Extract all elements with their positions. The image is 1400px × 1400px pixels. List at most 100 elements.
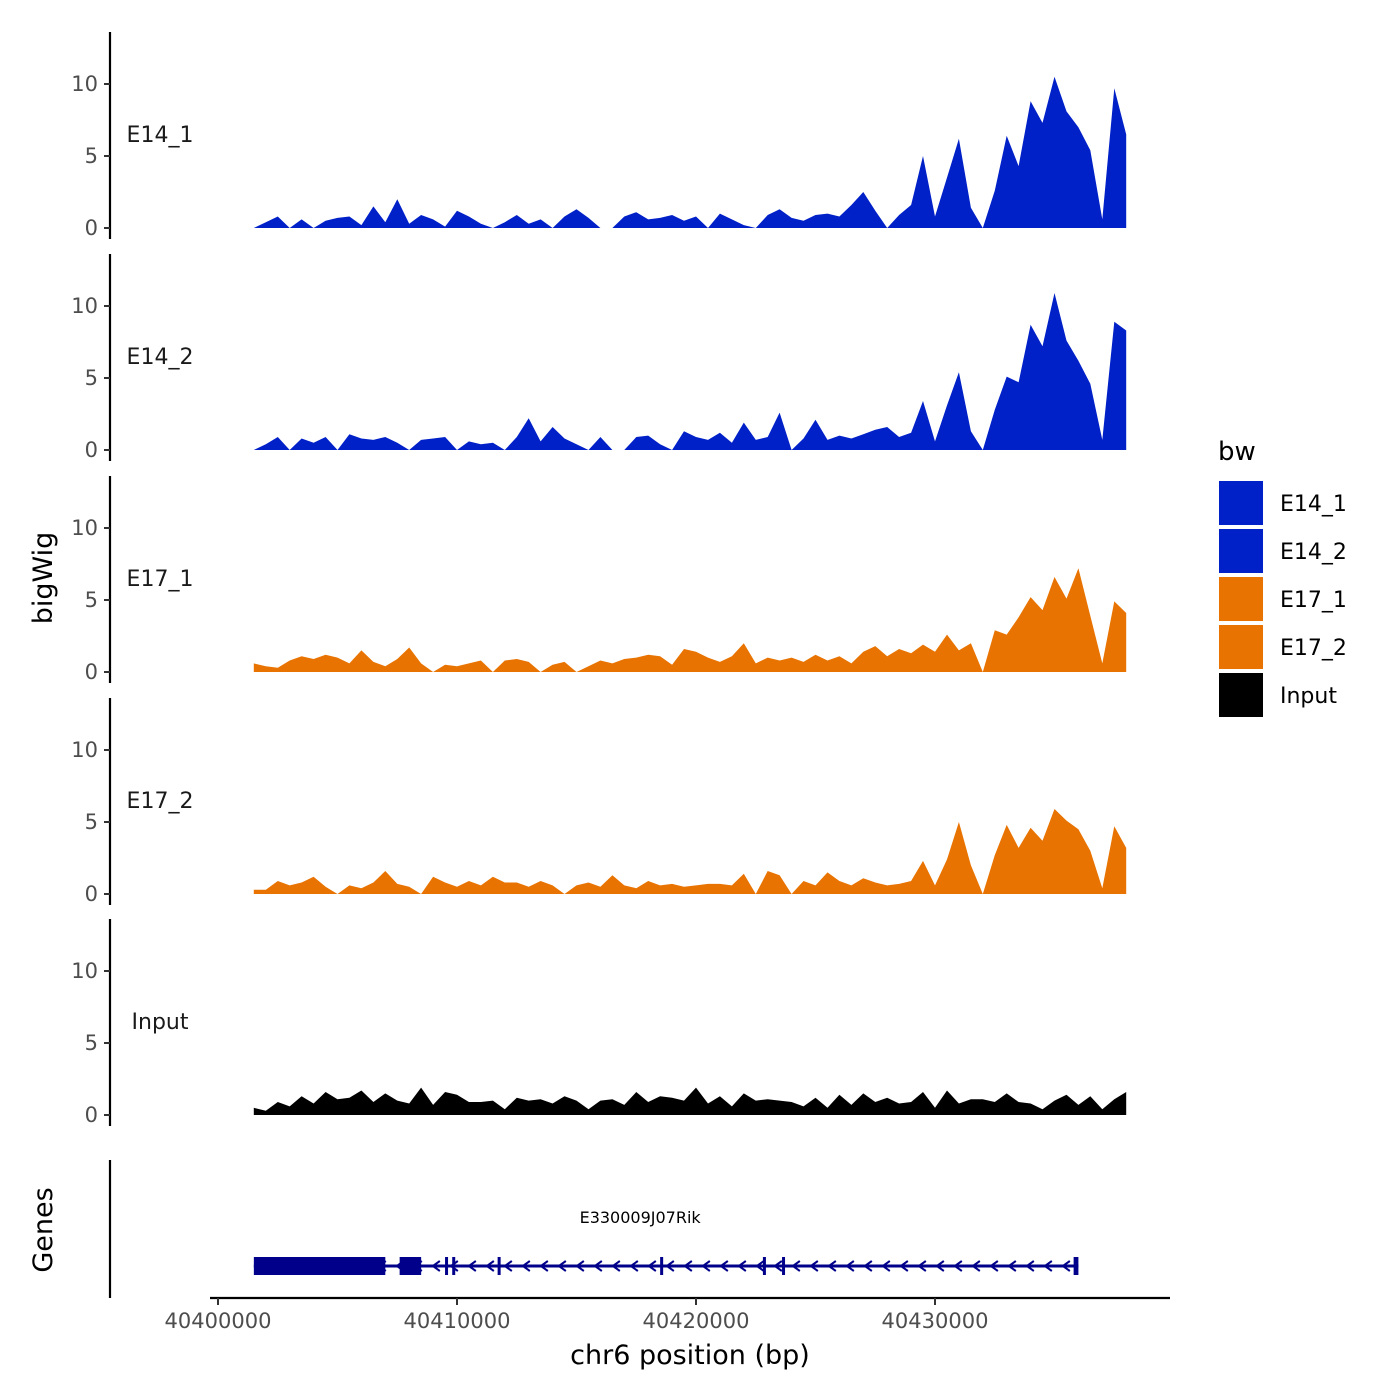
legend-swatch-e17-2 <box>1217 623 1265 671</box>
strand-arrow <box>701 1260 711 1272</box>
strand-arrow <box>1025 1260 1035 1272</box>
gene-exon <box>452 1257 456 1275</box>
strand-arrow <box>467 1260 477 1272</box>
gene-exon <box>1073 1257 1079 1275</box>
gene-exon <box>399 1257 422 1275</box>
x-tick-label: 40400000 <box>165 1309 272 1333</box>
signal-area-input <box>253 1087 1127 1115</box>
x-tick-label: 40420000 <box>643 1309 750 1333</box>
strand-arrow <box>899 1260 909 1272</box>
strand-arrow <box>485 1260 495 1272</box>
x-tick-label: 40430000 <box>882 1309 989 1333</box>
strand-arrow <box>575 1260 585 1272</box>
y-tick-label: 0 <box>85 882 98 906</box>
signal-area-e17-2 <box>253 809 1127 894</box>
legend-swatch-e14-2 <box>1217 527 1265 575</box>
legend-swatch-e14-1 <box>1217 479 1265 527</box>
strand-arrow <box>791 1260 801 1272</box>
legend-label: E14_1 <box>1280 492 1347 517</box>
legend-label: E17_1 <box>1280 588 1347 613</box>
y-tick-label: 5 <box>85 366 98 390</box>
track-e14-2: 0 5 10 E14_2 <box>71 254 1127 462</box>
y-tick-label: 0 <box>85 438 98 462</box>
strand-arrow <box>647 1260 657 1272</box>
strand-arrow <box>431 1260 441 1272</box>
strand-arrow <box>971 1260 981 1272</box>
strand-arrow <box>539 1260 549 1272</box>
track-input: 0 5 10 Input <box>71 919 1127 1127</box>
y-axis-title: bigWig <box>28 532 59 625</box>
strand-arrow <box>881 1260 891 1272</box>
strand-arrow <box>809 1260 819 1272</box>
strand-arrow <box>737 1260 747 1272</box>
strand-arrow <box>449 1260 459 1272</box>
y-tick-label: 0 <box>85 216 98 240</box>
legend-swatch-input <box>1217 671 1265 719</box>
strand-arrow <box>521 1260 531 1272</box>
legend-swatch-e17-1 <box>1217 575 1265 623</box>
strand-arrow <box>503 1260 513 1272</box>
y-tick-label: 0 <box>85 660 98 684</box>
strand-arrow <box>629 1260 639 1272</box>
track-label: E17_1 <box>127 567 194 592</box>
strand-arrow <box>593 1260 603 1272</box>
x-axis: 40400000 40410000 40420000 40430000 <box>165 1296 1170 1333</box>
signal-area-e17-1 <box>253 568 1127 672</box>
track-label: Input <box>132 1010 189 1035</box>
gene-exon <box>660 1257 664 1275</box>
strand-arrow <box>953 1260 963 1272</box>
legend: bw E14_1 E14_2 E17_1 E17_2 Input <box>1217 437 1347 719</box>
strand-arrow <box>863 1260 873 1272</box>
strand-arrow <box>1061 1260 1071 1272</box>
strand-arrow <box>611 1260 621 1272</box>
strand-arrow <box>917 1260 927 1272</box>
signal-area-e14-1 <box>253 76 1127 228</box>
x-tick-label: 40410000 <box>404 1309 511 1333</box>
y-tick-label: 0 <box>85 1103 98 1127</box>
strand-arrow <box>989 1260 999 1272</box>
gene-exon <box>253 1257 386 1275</box>
strand-arrow <box>683 1260 693 1272</box>
legend-label: Input <box>1280 684 1337 709</box>
track-label: E17_2 <box>127 789 194 814</box>
gene-exon <box>782 1257 786 1275</box>
y-tick-label: 10 <box>71 72 98 96</box>
track-e14-1: 0 5 10 E14_1 <box>71 32 1127 240</box>
genes-axis-title: Genes <box>28 1187 59 1272</box>
strand-arrow <box>773 1260 783 1272</box>
strand-arrow <box>845 1260 855 1272</box>
signal-area-e14-2 <box>253 293 1127 450</box>
strand-arrow <box>1043 1260 1053 1272</box>
track-label: E14_2 <box>127 345 194 370</box>
strand-arrow <box>935 1260 945 1272</box>
legend-label: E17_2 <box>1280 636 1347 661</box>
strand-arrow <box>665 1260 675 1272</box>
gene-label: E330009J07Rik <box>580 1208 702 1227</box>
strand-arrow <box>1007 1260 1017 1272</box>
strand-arrow <box>557 1260 567 1272</box>
strand-arrow <box>755 1260 765 1272</box>
y-tick-label: 10 <box>71 738 98 762</box>
genes-track: E330009J07Rik <box>108 1160 1079 1298</box>
gene-e330009j07rik: E330009J07Rik <box>253 1208 1079 1275</box>
x-axis-title: chr6 position (bp) <box>570 1340 810 1371</box>
strand-arrow <box>719 1260 729 1272</box>
legend-label: E14_2 <box>1280 540 1347 565</box>
y-tick-label: 5 <box>85 1031 98 1055</box>
y-tick-label: 10 <box>71 959 98 983</box>
gene-exon <box>762 1257 766 1275</box>
y-tick-label: 10 <box>71 516 98 540</box>
track-label: E14_1 <box>127 123 194 148</box>
track-e17-2: 0 5 10 E17_2 <box>71 698 1127 906</box>
legend-title: bw <box>1218 437 1256 467</box>
strand-arrow <box>827 1260 837 1272</box>
bigwig-tracks: 0 5 10 E14_1 0 5 10 E14_2 0 5 10 E17_1 0 5 10 E17_2 0 5 10… <box>71 32 1127 1127</box>
y-tick-label: 5 <box>85 144 98 168</box>
y-tick-label: 10 <box>71 294 98 318</box>
track-e17-1: 0 5 10 E17_1 <box>71 476 1127 684</box>
gene-exon <box>497 1257 501 1275</box>
y-tick-label: 5 <box>85 810 98 834</box>
y-tick-label: 5 <box>85 588 98 612</box>
gene-exon <box>445 1257 449 1275</box>
